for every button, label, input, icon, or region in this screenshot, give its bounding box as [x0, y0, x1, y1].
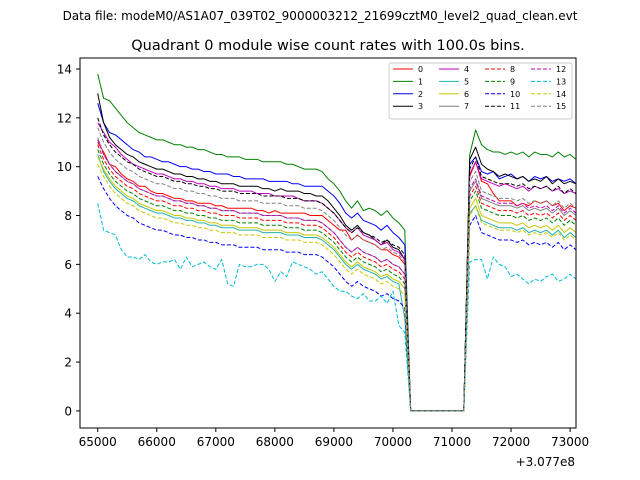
legend-label-0: 0	[418, 65, 423, 74]
series-line-1	[97, 73, 576, 412]
legend-label-10: 10	[510, 90, 520, 99]
series-line-6	[97, 156, 576, 412]
legend-label-15: 15	[556, 102, 566, 111]
x-tick-label: 73000	[551, 435, 589, 449]
y-tick-label: 6	[64, 258, 72, 272]
y-tick-label: 2	[64, 356, 72, 370]
series-line-14	[97, 164, 576, 412]
series-line-15	[97, 127, 576, 412]
y-tick-label: 10	[57, 160, 72, 174]
legend-label-7: 7	[464, 102, 469, 111]
plot-area	[97, 73, 576, 412]
series-line-10	[97, 176, 576, 412]
x-tick-label: 65000	[79, 435, 117, 449]
x-tick-label: 68000	[256, 435, 294, 449]
legend-label-5: 5	[464, 77, 469, 86]
x-tick-label: 67000	[197, 435, 235, 449]
series-line-5	[97, 154, 576, 412]
series-line-8	[97, 144, 576, 412]
legend-label-9: 9	[510, 77, 515, 86]
legend-label-4: 4	[464, 65, 469, 74]
x-tick-label: 71000	[433, 435, 471, 449]
legend-label-2: 2	[418, 90, 423, 99]
legend-label-8: 8	[510, 65, 515, 74]
legend-label-1: 1	[418, 77, 423, 86]
axis-ticks: 65000 66000 67000 68000 69000 70000 71000 72000…	[57, 62, 589, 449]
legend-label-3: 3	[418, 102, 423, 111]
y-tick-label: 8	[64, 209, 72, 223]
y-tick-label: 12	[57, 111, 72, 125]
series-line-13	[97, 203, 576, 412]
legend-label-6: 6	[464, 90, 469, 99]
y-tick-label: 4	[64, 307, 72, 321]
x-tick-label: 66000	[138, 435, 176, 449]
legend-label-11: 11	[510, 102, 520, 111]
series-line-3	[97, 93, 576, 412]
y-tick-label: 14	[57, 62, 72, 76]
x-tick-label: 69000	[315, 435, 353, 449]
series-line-12	[97, 139, 576, 412]
x-tick-label: 72000	[492, 435, 530, 449]
x-offset-label: +3.077e8	[516, 455, 575, 469]
legend-label-13: 13	[556, 77, 566, 86]
x-tick-label: 70000	[374, 435, 412, 449]
chart-title: Quadrant 0 module wise count rates with …	[131, 38, 525, 54]
series-line-11	[97, 117, 576, 412]
y-tick-label: 0	[64, 404, 72, 418]
series-line-4	[97, 122, 576, 412]
axes-frame	[79, 57, 577, 429]
series-line-9	[97, 149, 576, 412]
legend-label-14: 14	[556, 90, 566, 99]
legend-label-12: 12	[556, 65, 566, 74]
legend-frame	[388, 62, 573, 120]
figure-suptitle: Data file: modeM0/AS1A07_039T02_90000032…	[63, 9, 578, 23]
